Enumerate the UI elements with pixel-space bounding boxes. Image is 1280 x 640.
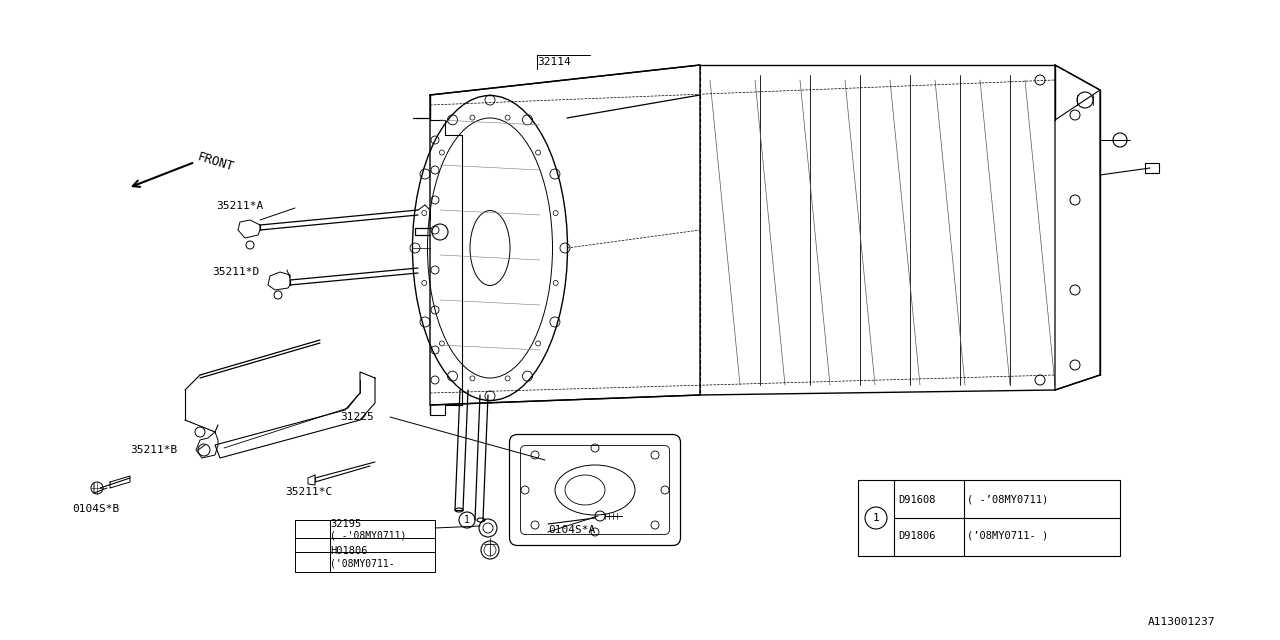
Text: (’08MY0711- ): (’08MY0711- ) <box>966 531 1048 541</box>
Text: D91608: D91608 <box>899 495 936 505</box>
Text: 32114: 32114 <box>538 57 571 67</box>
Text: ( -'08MY0711): ( -'08MY0711) <box>330 531 406 541</box>
Text: 1: 1 <box>873 513 879 523</box>
Text: D91806: D91806 <box>899 531 936 541</box>
Text: 35211*B: 35211*B <box>131 445 177 455</box>
Bar <box>294 520 435 572</box>
Text: 35211*A: 35211*A <box>216 201 264 211</box>
Text: A113001237: A113001237 <box>1148 617 1216 627</box>
Text: H01806: H01806 <box>330 546 367 556</box>
Text: 0104S*A: 0104S*A <box>548 525 595 535</box>
Bar <box>858 480 1120 556</box>
Text: FRONT: FRONT <box>196 151 236 174</box>
Bar <box>1146 163 1158 173</box>
Text: 35211*D: 35211*D <box>212 267 260 277</box>
Text: 35211*C: 35211*C <box>285 487 333 497</box>
Text: 31225: 31225 <box>340 412 374 422</box>
Text: 32195: 32195 <box>330 519 361 529</box>
Text: ('08MY0711-: ('08MY0711- <box>330 558 394 568</box>
Text: 0104S*B: 0104S*B <box>72 504 119 514</box>
Text: 1: 1 <box>465 515 470 525</box>
Text: ( -’08MY0711): ( -’08MY0711) <box>966 495 1048 505</box>
